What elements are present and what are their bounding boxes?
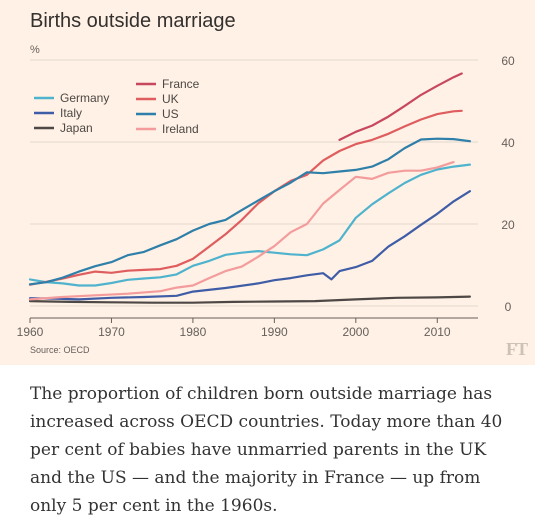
- legend-label-italy: Italy: [60, 106, 82, 120]
- legend-label-france: France: [162, 77, 200, 91]
- y-tick-label: 60: [501, 54, 515, 68]
- x-tick-label: 2010: [424, 325, 451, 339]
- x-tick-label: 1980: [180, 325, 207, 339]
- x-tick-label: 2000: [342, 325, 369, 339]
- series-line-japan: [28, 295, 471, 304]
- legend-label-uk: UK: [162, 92, 179, 106]
- series-line-ireland: [28, 161, 455, 301]
- source-note: Source: OECD: [30, 345, 90, 355]
- grid-layer: 0 20 40 60 1960 1970 1980 1990 2000 2010: [17, 54, 515, 339]
- series-line-germany: [28, 163, 471, 287]
- series-line-france: [338, 72, 463, 141]
- chart-card: Births outside marriage % 0 20 40 60 1960 197…: [0, 0, 535, 365]
- ft-logo: FT: [506, 339, 528, 359]
- series-line-uk: [28, 109, 463, 286]
- chart-title: Births outside marriage: [30, 10, 236, 32]
- y-tick-label: 40: [501, 136, 515, 150]
- y-tick-label: 0: [505, 300, 512, 314]
- x-tick-label: 1970: [98, 325, 125, 339]
- legend-label-germany: Germany: [60, 91, 109, 105]
- legend-label-japan: Japan: [60, 121, 93, 135]
- y-tick-label: 20: [501, 218, 515, 232]
- x-tick-label: 1960: [17, 325, 44, 339]
- legend-label-us: US: [162, 107, 179, 121]
- article-caption: The proportion of children born outside …: [30, 384, 503, 516]
- series-line-us: [28, 137, 471, 286]
- legend-label-ireland: Ireland: [162, 122, 199, 136]
- y-axis-unit: %: [30, 44, 40, 56]
- x-tick-label: 1990: [261, 325, 288, 339]
- series-line-italy: [28, 190, 471, 301]
- series-layer: [28, 72, 471, 304]
